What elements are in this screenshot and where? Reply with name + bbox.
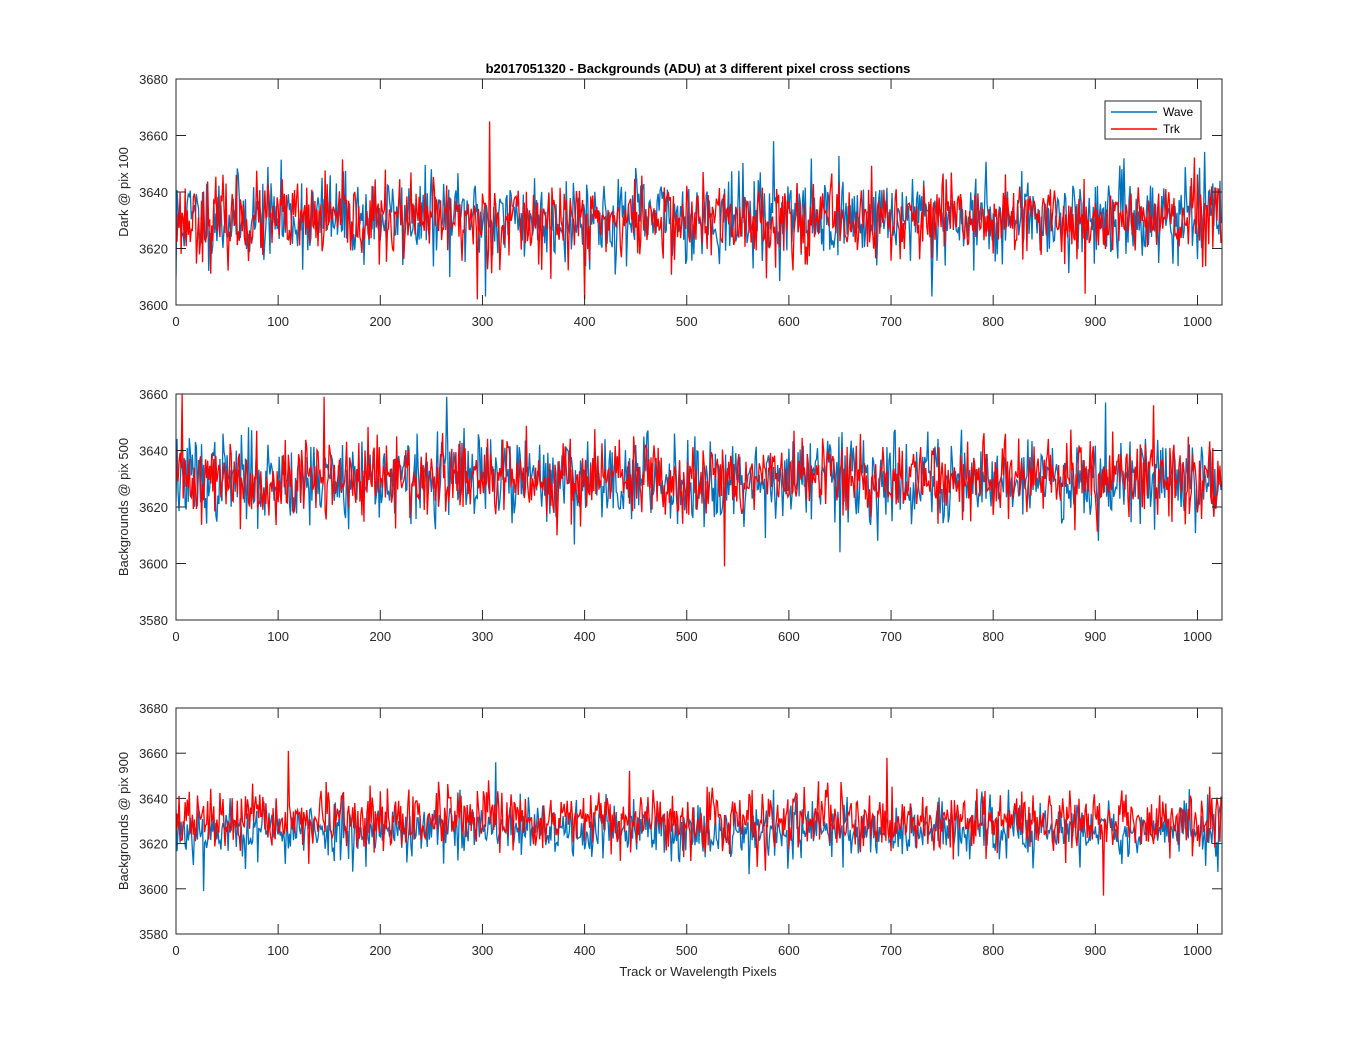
axes-box	[175, 393, 1223, 621]
y-tick-label: 3640	[139, 791, 168, 806]
series-line-trk	[176, 121, 1222, 300]
series-line-wave	[176, 396, 1222, 553]
x-tick-label: 900	[1084, 629, 1106, 644]
y-tick-label: 3600	[139, 298, 168, 313]
y-tick-label: 3580	[139, 927, 168, 942]
legend-label-wave: Wave	[1163, 105, 1194, 119]
x-tick-label: 0	[172, 314, 179, 329]
series-line-trk	[176, 750, 1222, 896]
x-tick-label: 900	[1084, 314, 1106, 329]
legend: Wave Trk	[1104, 100, 1202, 140]
y-tick-label: 3680	[139, 72, 168, 87]
y-tick-label: 3680	[139, 701, 168, 716]
x-tick-label: 400	[574, 943, 596, 958]
x-tick-label: 700	[880, 943, 902, 958]
y-tick-label: 3600	[139, 882, 168, 897]
x-tick-label: 500	[676, 629, 698, 644]
y-tick-label: 3620	[139, 242, 168, 257]
legend-box	[1104, 100, 1202, 140]
x-tick-label: 300	[472, 629, 494, 644]
y-tick-label: 3580	[139, 613, 168, 628]
x-tick-label: 100	[267, 629, 289, 644]
x-tick-label: 600	[778, 314, 800, 329]
x-tick-label: 300	[472, 314, 494, 329]
y-tick-label: 3640	[139, 185, 168, 200]
y-tick-label: 3620	[139, 837, 168, 852]
x-tick-label: 600	[778, 629, 800, 644]
x-tick-label: 1000	[1183, 314, 1212, 329]
x-tick-label: 0	[172, 943, 179, 958]
x-tick-label: 0	[172, 629, 179, 644]
x-tick-label: 200	[369, 943, 391, 958]
y-axis-label: Dark @ pix 100	[116, 147, 131, 237]
figure-title: b2017051320 - Backgrounds (ADU) at 3 dif…	[486, 61, 911, 76]
x-tick-label: 200	[369, 314, 391, 329]
x-tick-label: 800	[982, 629, 1004, 644]
panel-2: 0 100 200 300 400 500 600 700 800 900 1000 3580 3600…	[116, 387, 1223, 644]
y-tick-label: 3600	[139, 557, 168, 572]
x-tick-label: 1000	[1183, 943, 1212, 958]
x-axis-label: Track or Wavelength Pixels	[619, 964, 777, 979]
x-tick-label: 200	[369, 629, 391, 644]
axes-box	[175, 78, 1223, 306]
x-tick-label: 100	[267, 943, 289, 958]
x-tick-label: 800	[982, 314, 1004, 329]
x-tick-label: 600	[778, 943, 800, 958]
panels-group: 0 100 200 300 400 500 600 700 800 900 100036003620…	[116, 72, 1223, 958]
x-tick-label: 100	[267, 314, 289, 329]
x-tick-label: 400	[574, 314, 596, 329]
y-tick-label: 3620	[139, 500, 168, 515]
x-tick-label: 500	[676, 943, 698, 958]
axes-box	[175, 707, 1223, 935]
x-tick-label: 900	[1084, 943, 1106, 958]
series-line-trk	[176, 394, 1222, 567]
legend-label-trk: Trk	[1163, 122, 1181, 136]
panel-3: 0 100 200 300 400 500 600 700 800 900 1000 3580 3600…	[116, 701, 1223, 958]
y-tick-label: 3660	[139, 387, 168, 402]
y-axis-label: Backgrounds @ pix 500	[116, 438, 131, 576]
x-tick-label: 300	[472, 943, 494, 958]
x-tick-label: 700	[880, 314, 902, 329]
y-tick-label: 3640	[139, 444, 168, 459]
x-tick-label: 400	[574, 629, 596, 644]
y-tick-label: 3660	[139, 129, 168, 144]
y-axis-label: Backgrounds @ pix 900	[116, 752, 131, 890]
x-tick-label: 800	[982, 943, 1004, 958]
y-tick-label: 3660	[139, 746, 168, 761]
x-tick-label: 500	[676, 314, 698, 329]
panel-1: 0 100 200 300 400 500 600 700 800 900 1000 3600 3620…	[116, 72, 1223, 329]
x-tick-label: 1000	[1183, 629, 1212, 644]
x-tick-label: 700	[880, 629, 902, 644]
